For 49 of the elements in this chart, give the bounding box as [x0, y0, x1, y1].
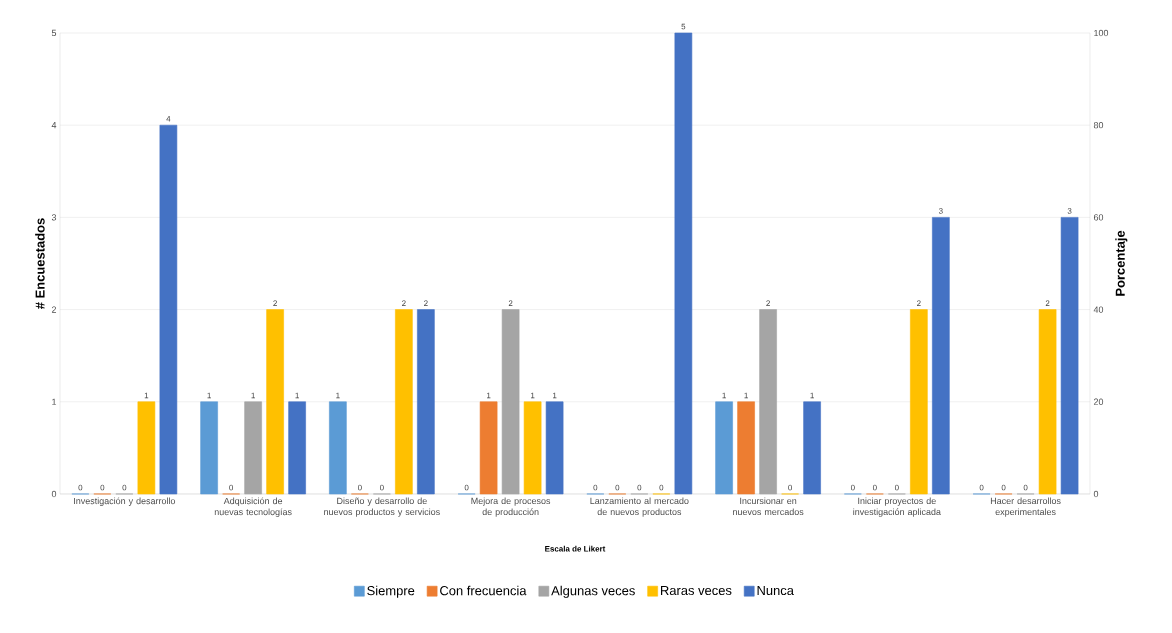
legend-label: Algunas veces: [551, 585, 635, 598]
bar: [523, 401, 542, 495]
y2-tick-label: 40: [1093, 306, 1104, 313]
bar: [1038, 309, 1057, 495]
x-tick-label: Investigación y desarrollo: [74, 497, 176, 506]
x-tick-label: Mejora de procesos de producción: [471, 497, 551, 517]
bar: [200, 401, 218, 495]
y-tick-label: 1: [52, 398, 57, 405]
x-tick-label: Iniciar proyectos de investigación aplicada: [853, 497, 941, 517]
y2-tick-label: 100: [1094, 29, 1109, 37]
y-tick-label: 2: [51, 306, 57, 313]
bar: [737, 401, 755, 495]
x-tick-label: Hacer desarrollos experimentales: [990, 497, 1061, 517]
y2-tick-label: 20: [1093, 398, 1104, 405]
y2-tick-label: 0: [1093, 490, 1099, 498]
bar: [545, 401, 564, 495]
bar: [479, 401, 498, 495]
bar: [329, 401, 347, 495]
y-tick-label: 4: [51, 122, 57, 129]
bar: [715, 401, 733, 495]
bar: [910, 309, 928, 495]
legend-label: Con frecuencia: [440, 585, 527, 596]
bar: [395, 309, 413, 495]
bar: [759, 309, 777, 495]
x-tick-label: Diseño y desarrollo de nuevos productos y servicios: [324, 497, 440, 517]
bar: [244, 401, 262, 495]
legend-label: Raras veces: [661, 586, 732, 596]
bar: [932, 217, 950, 495]
x-tick-label: Adquisición de nuevas tecnologías: [214, 497, 292, 517]
y-tick-label: 3: [51, 214, 57, 221]
legend-label: Siempre: [367, 585, 415, 598]
bar: [417, 309, 435, 495]
bar: [288, 401, 306, 495]
y2-tick-label: 80: [1093, 122, 1104, 129]
bar: [159, 124, 178, 495]
x-tick-label: Lanzamiento al mercado de nuevos productos: [590, 497, 689, 517]
bar: [266, 309, 284, 495]
y2-tick-label: 60: [1093, 214, 1104, 221]
bar: [674, 32, 693, 495]
bar: [137, 401, 156, 495]
legend-label: Nunca: [757, 586, 794, 596]
y-tick-label: 0: [51, 490, 57, 498]
bar: [803, 401, 821, 495]
bar: [1060, 217, 1079, 495]
y-axis-title: # Encuestados: [35, 218, 45, 309]
x-tick-label: Incursionar en nuevos mercados: [733, 497, 804, 516]
y-tick-label: 5: [51, 29, 57, 37]
bar: [501, 309, 520, 495]
y2-axis-title: Porcentaje: [1115, 230, 1128, 296]
